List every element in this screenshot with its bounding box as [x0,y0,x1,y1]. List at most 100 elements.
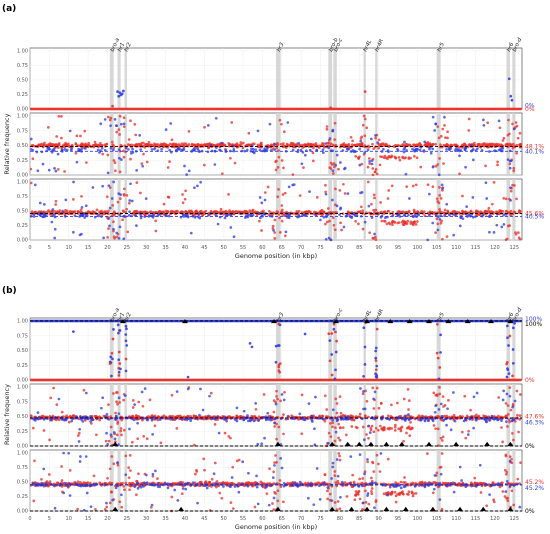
data-point [42,212,46,216]
data-point [324,222,327,226]
data-point [57,142,60,146]
data-point [352,212,356,215]
data-point [422,210,426,214]
data-point [506,425,509,428]
data-point [117,148,121,152]
data-point [199,387,202,391]
data-point [511,146,515,150]
data-point [504,414,508,418]
data-point [440,418,444,422]
data-point [339,207,342,211]
data-point [122,237,126,241]
variant-marker [271,318,278,324]
region-band [328,48,333,109]
region-band [124,318,127,380]
data-point [374,375,378,379]
data-point [30,147,33,151]
data-point [157,212,161,216]
data-point [278,370,281,374]
region-band [117,318,121,380]
data-point [335,204,339,208]
data-point [487,150,491,153]
data-point [366,165,370,169]
data-point [402,439,405,443]
data-point [80,147,84,151]
y-tick-label: 0.00 [17,378,28,384]
x-axis-title: Genome position (in kbp) [235,252,317,260]
data-point [52,386,55,390]
data-point [364,389,367,393]
data-point [411,184,415,188]
figure-0: (a)0.000.250.500.751.000%0%0.000.250.500… [2,4,544,260]
data-point [332,327,336,331]
data-point [500,426,503,429]
data-point [374,426,378,430]
data-point [363,407,367,411]
y-tick-label: 0.50 [17,209,28,215]
data-point [499,143,503,147]
data-point [416,220,419,223]
data-point [485,197,489,200]
data-point [199,180,202,184]
data-point [328,359,332,363]
data-point [359,205,363,209]
data-point [280,204,284,207]
data-point [331,169,335,173]
data-point [103,212,107,216]
data-point [170,393,174,397]
data-point [402,397,406,401]
region-label: bro-c [333,37,344,52]
region-label: bro-d [512,37,524,53]
data-point [297,142,301,145]
data-point [67,142,70,146]
data-point [507,77,511,81]
data-point [79,208,83,212]
data-point [352,143,356,147]
data-point [189,231,193,235]
data-point [106,153,110,157]
data-point [350,425,354,428]
data-point [359,137,363,140]
data-point [48,438,51,442]
data-point [363,117,367,121]
data-point [138,134,142,137]
data-point [437,444,441,447]
data-point [112,229,115,233]
percentage-label: 40.5% [525,213,544,220]
data-point [127,148,130,151]
data-point [439,436,443,440]
data-point [223,415,226,419]
data-point [394,423,397,427]
x-tick-label: 15 [85,245,91,251]
data-point [135,224,138,227]
data-point [364,414,367,418]
x-tick-label: 85 [356,245,362,251]
data-point [428,147,431,151]
data-point [368,231,371,235]
data-point [515,143,519,147]
data-point [253,210,257,214]
data-point [118,329,122,332]
x-tick-label: 35 [162,245,168,251]
x-tick-label: 80 [337,245,343,251]
data-point [396,213,400,217]
data-point [32,212,36,216]
data-point [405,431,408,435]
data-point [61,210,65,214]
data-point [175,427,179,430]
region-band [109,384,114,446]
region-band [363,318,366,380]
data-point [443,404,447,407]
data-point [458,224,462,228]
data-point [273,425,277,428]
y-tick-label: 1.00 [17,49,28,55]
data-point [151,432,154,436]
region-band [375,113,378,175]
data-point [448,213,451,217]
data-point [30,181,33,185]
data-point [214,116,218,120]
data-point [272,410,276,414]
data-point [434,142,437,146]
data-point [245,148,249,152]
data-point [372,430,376,434]
